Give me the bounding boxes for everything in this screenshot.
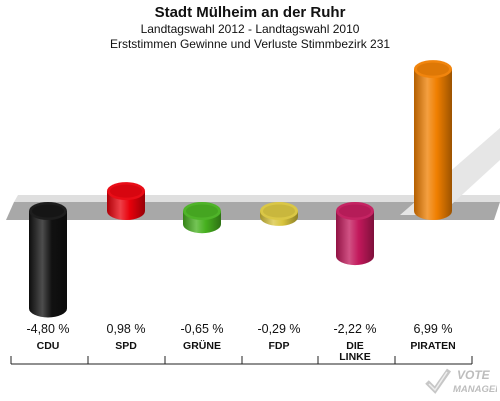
bar-top-inner-1 xyxy=(110,184,142,198)
bar-bottom-2 xyxy=(183,215,221,234)
bar-bottom-5 xyxy=(414,202,452,220)
category-label-3: FDP xyxy=(269,340,290,352)
bar-5 xyxy=(414,69,452,211)
category-label-1: SPD xyxy=(115,340,137,352)
value-label-3: -0,29 % xyxy=(257,322,300,336)
bar-top-inner-5 xyxy=(417,62,449,76)
bar-bottom-1 xyxy=(107,202,145,220)
value-label-4: -2,22 % xyxy=(333,322,376,336)
logo-text-bottom: MANAGER xyxy=(453,384,497,395)
bar-top-inner-3 xyxy=(263,204,295,218)
category-label-5: PIRATEN xyxy=(410,340,455,352)
bar-bottom-4 xyxy=(336,247,374,266)
bar-top-inner-2 xyxy=(186,204,218,218)
category-label-2: GRÜNE xyxy=(183,339,221,352)
bar-top-inner-0 xyxy=(32,204,64,218)
checkmark-icon xyxy=(425,368,452,394)
category-label-0: CDU xyxy=(37,340,60,352)
chart-subtitle-2: Erststimmen Gewinne und Verluste Stimmbe… xyxy=(109,37,391,51)
bar-0 xyxy=(29,211,67,309)
value-label-2: -0,65 % xyxy=(180,322,223,336)
value-label-1: 0,98 % xyxy=(107,322,146,336)
category-label-4-0: DIE xyxy=(346,340,364,352)
value-label-5: 6,99 % xyxy=(414,322,453,336)
logo-text-top: VOTE xyxy=(457,368,491,382)
chart-title: Stadt Mülheim an der Ruhr xyxy=(154,4,346,21)
chart-subtitle-1: Landtagswahl 2012 - Landtagswahl 2010 xyxy=(140,22,360,36)
chart-header: Stadt Mülheim an der Ruhr Landtagswahl 2… xyxy=(0,4,500,52)
vote-manager-logo-mark: VOTE MANAGER xyxy=(425,368,500,395)
category-label-4-1: LINKE xyxy=(339,351,371,363)
bar-top-inner-4 xyxy=(339,204,371,218)
value-label-0: -4,80 % xyxy=(26,322,69,336)
bar-bottom-0 xyxy=(29,299,67,318)
vote-manager-logo: VOTE MANAGER xyxy=(425,366,500,396)
